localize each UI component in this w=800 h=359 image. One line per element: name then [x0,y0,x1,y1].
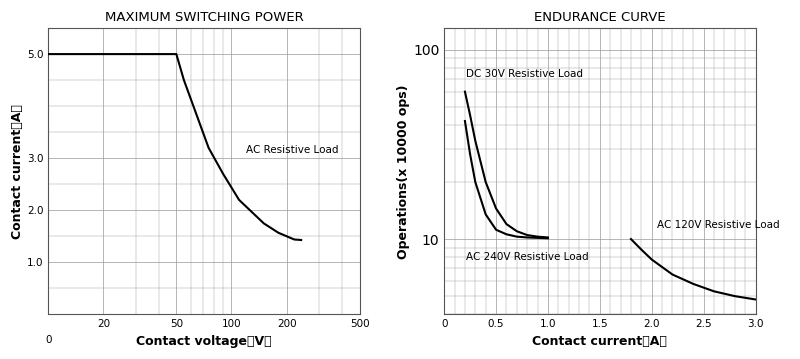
X-axis label: Contact voltage（V）: Contact voltage（V） [136,335,272,348]
Text: 0: 0 [45,335,51,345]
Text: AC 240V Resistive Load: AC 240V Resistive Load [466,252,589,261]
Y-axis label: Operations(x 10000 ops): Operations(x 10000 ops) [397,84,410,258]
Y-axis label: Contact current（A）: Contact current（A） [11,104,24,239]
Text: DC 30V Resistive Load: DC 30V Resistive Load [466,69,583,79]
Text: AC 120V Resistive Load: AC 120V Resistive Load [657,220,779,230]
Title: ENDURANCE CURVE: ENDURANCE CURVE [534,11,666,24]
Title: MAXIMUM SWITCHING POWER: MAXIMUM SWITCHING POWER [105,11,303,24]
Text: AC Resistive Load: AC Resistive Load [246,145,338,155]
X-axis label: Contact current（A）: Contact current（A） [533,335,667,348]
